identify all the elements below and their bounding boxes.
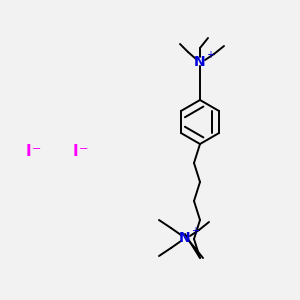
Text: I: I (25, 145, 31, 160)
Text: −: − (79, 144, 89, 154)
Text: N: N (179, 231, 191, 245)
Text: N: N (194, 55, 206, 69)
Text: −: − (32, 144, 42, 154)
Text: I: I (72, 145, 78, 160)
Text: +: + (206, 50, 214, 60)
Text: +: + (191, 226, 199, 236)
